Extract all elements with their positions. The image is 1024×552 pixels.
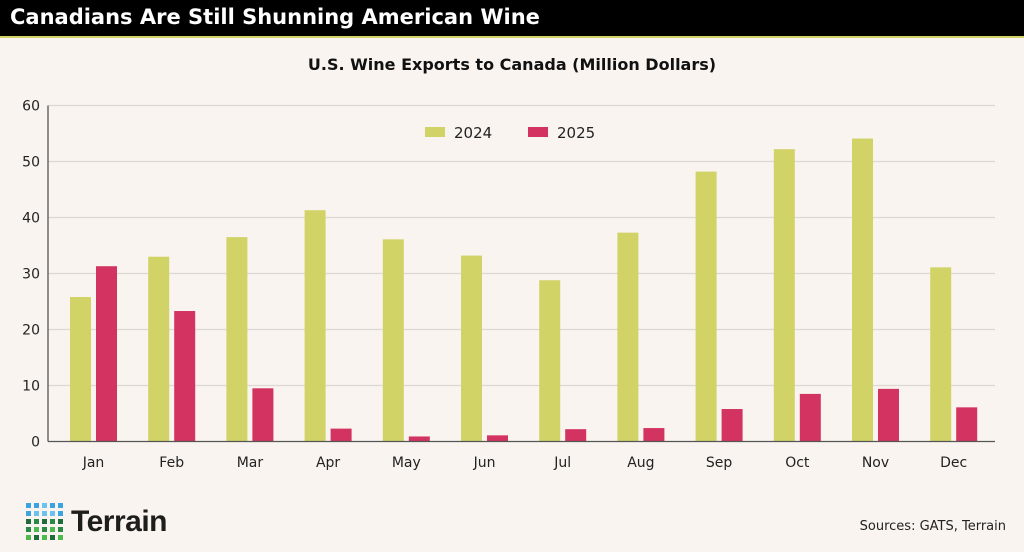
y-tick-label: 50 bbox=[22, 155, 40, 171]
logo-dot bbox=[58, 535, 63, 540]
logo-dot bbox=[42, 511, 47, 516]
logo-dot bbox=[34, 519, 39, 524]
bar-2024-Jun bbox=[461, 255, 482, 442]
header-bar: Canadians Are Still Shunning American Wi… bbox=[0, 0, 1024, 38]
logo-dot bbox=[50, 511, 55, 516]
y-tick-label: 0 bbox=[31, 435, 40, 451]
logo-dot bbox=[34, 527, 39, 532]
logo-dot bbox=[42, 503, 47, 508]
logo-dot bbox=[42, 519, 47, 524]
bar-2025-Jun bbox=[487, 435, 508, 442]
bar-2025-Dec bbox=[956, 407, 978, 442]
legend-label: 2024 bbox=[454, 124, 492, 142]
x-tick-label: Nov bbox=[862, 455, 889, 471]
x-tick-label: Jun bbox=[473, 455, 496, 471]
logo-dot bbox=[58, 511, 63, 516]
page-title: Canadians Are Still Shunning American Wi… bbox=[10, 5, 540, 29]
bar-2024-Dec bbox=[930, 267, 952, 442]
bar-2024-Nov bbox=[852, 138, 873, 442]
y-tick-label: 30 bbox=[22, 267, 40, 283]
logo-dot bbox=[34, 503, 39, 508]
source-note: Sources: GATS, Terrain bbox=[859, 519, 1006, 534]
bar-2025-Feb bbox=[174, 311, 196, 442]
legend-swatch-2025 bbox=[528, 127, 548, 137]
x-tick-label: Sep bbox=[706, 455, 733, 471]
logo-dot bbox=[42, 527, 47, 532]
legend-swatch-2024 bbox=[425, 127, 445, 137]
bar-2025-Jul bbox=[565, 429, 587, 442]
bar-2024-Jan bbox=[70, 297, 91, 442]
logo-dot bbox=[26, 511, 31, 516]
bar-2024-Mar bbox=[226, 237, 248, 442]
bar-2025-Sep bbox=[721, 409, 743, 442]
logo-dot bbox=[58, 503, 63, 508]
logo-dot bbox=[50, 527, 55, 532]
x-tick-label: May bbox=[392, 455, 421, 471]
logo-dot bbox=[26, 503, 31, 508]
x-tick-label: Jan bbox=[82, 455, 105, 471]
bar-2024-Apr bbox=[304, 210, 326, 442]
bar-2024-May bbox=[382, 239, 404, 442]
x-tick-label: Jul bbox=[553, 455, 571, 471]
terrain-logo: Terrain bbox=[26, 503, 167, 540]
logo-dot bbox=[58, 527, 63, 532]
logo-dot bbox=[26, 527, 31, 532]
logo-dot bbox=[58, 519, 63, 524]
logo-dot bbox=[42, 535, 47, 540]
logo-dot bbox=[26, 535, 31, 540]
logo-dot bbox=[50, 535, 55, 540]
bar-2025-Nov bbox=[878, 388, 899, 442]
x-tick-label: Feb bbox=[159, 455, 184, 471]
bar-2025-Aug bbox=[643, 428, 665, 442]
y-tick-label: 10 bbox=[22, 379, 40, 395]
bar-2024-Aug bbox=[617, 232, 639, 442]
bar-2025-Jan bbox=[96, 266, 117, 442]
logo-dot bbox=[34, 535, 39, 540]
logo-dot bbox=[34, 511, 39, 516]
bar-2024-Feb bbox=[148, 256, 170, 442]
x-tick-label: Mar bbox=[237, 455, 264, 471]
bar-2024-Sep bbox=[695, 171, 717, 442]
y-tick-label: 40 bbox=[22, 211, 40, 227]
bar-2024-Jul bbox=[539, 280, 561, 442]
bar-2024-Oct bbox=[773, 149, 795, 442]
bar-2025-May bbox=[408, 436, 430, 442]
bar-2025-Apr bbox=[330, 428, 352, 442]
bar-2025-Mar bbox=[252, 388, 274, 442]
y-tick-label: 20 bbox=[22, 323, 40, 339]
logo-dot bbox=[50, 519, 55, 524]
chart-title: U.S. Wine Exports to Canada (Million Dol… bbox=[308, 55, 716, 74]
logo-dot bbox=[26, 519, 31, 524]
logo-dot bbox=[50, 503, 55, 508]
bar-2025-Oct bbox=[799, 393, 821, 442]
legend-label: 2025 bbox=[557, 124, 595, 142]
logo-dots-icon bbox=[26, 503, 63, 540]
x-tick-label: Apr bbox=[316, 455, 340, 471]
logo-text: Terrain bbox=[71, 504, 167, 538]
x-tick-label: Dec bbox=[940, 455, 967, 471]
x-tick-label: Oct bbox=[785, 455, 810, 471]
x-tick-label: Aug bbox=[627, 455, 654, 471]
y-tick-label: 60 bbox=[22, 99, 40, 115]
